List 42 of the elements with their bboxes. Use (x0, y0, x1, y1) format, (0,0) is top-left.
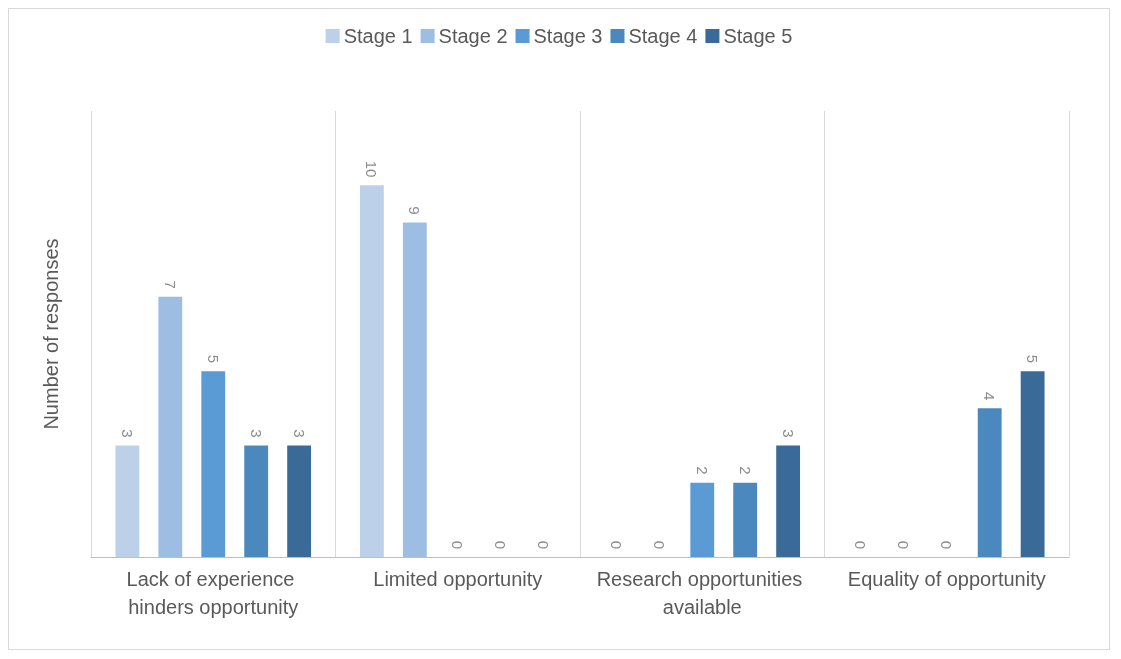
data-label: 9 (406, 206, 424, 215)
bar (287, 445, 312, 558)
data-label: 0 (449, 540, 467, 549)
bar (977, 408, 1002, 558)
data-label: 2 (736, 466, 754, 475)
y-axis-title: Number of responses (40, 238, 62, 430)
legend-label: Stage 1 (343, 25, 413, 47)
bar (1020, 371, 1045, 558)
bar (733, 482, 758, 558)
data-label: 3 (247, 429, 265, 438)
legend-label: Stage 2 (438, 25, 508, 47)
legend-label: Stage 4 (628, 25, 698, 47)
data-label: 3 (779, 429, 797, 438)
bar (359, 185, 384, 558)
x-tick-label: Research opportunities available (596, 568, 808, 618)
data-label: 4 (981, 391, 999, 401)
x-tick-label: Lack of experience hinders opportunity (126, 568, 300, 618)
bar (201, 371, 226, 558)
bar (115, 445, 140, 558)
data-label: 3 (118, 429, 136, 438)
data-label: 0 (938, 540, 956, 549)
data-label: 2 (693, 466, 711, 475)
x-tick-label: Limited opportunity (373, 568, 543, 590)
data-label: 0 (492, 540, 510, 549)
data-label: 7 (161, 280, 179, 289)
data-label: 10 (363, 160, 381, 178)
legend-label: Stage 3 (533, 25, 603, 47)
x-tick-label: Equality of opportunity (847, 568, 1046, 590)
data-label: 5 (1024, 354, 1042, 364)
data-label: 0 (607, 540, 625, 549)
bar (776, 445, 801, 558)
legend-label: Stage 5 (723, 25, 793, 47)
bar (402, 222, 427, 558)
data-label: 0 (535, 540, 553, 549)
data-label: 0 (650, 540, 668, 549)
bar (690, 482, 715, 558)
data-label: 0 (852, 540, 870, 549)
bar (244, 445, 269, 558)
data-label: 5 (204, 354, 222, 364)
data-label: 3 (290, 429, 308, 438)
data-label: 0 (895, 540, 913, 549)
bar (158, 296, 183, 558)
